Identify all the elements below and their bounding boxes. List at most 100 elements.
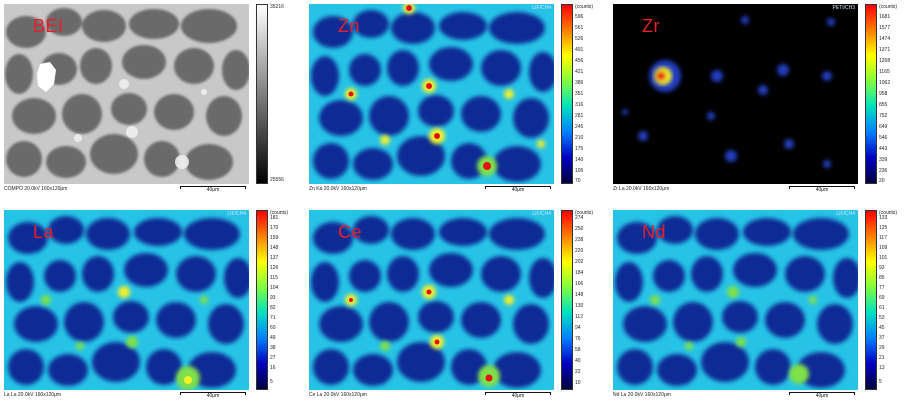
colorbar-tick: 256 (575, 226, 584, 232)
colorbar-tick: 1474 (879, 36, 891, 42)
colorbar-tick: 1165 (879, 69, 890, 75)
colorbar-tick: 60 (270, 325, 276, 331)
panel-caption: Ce La 20.0kV 160x120μm (309, 392, 367, 398)
scale-bar-label: 40μm (511, 393, 525, 399)
panel-label: Zr (642, 16, 660, 36)
colorbar-tick: 10 (575, 380, 581, 386)
scale-bar-label: 40μm (206, 187, 220, 193)
colorbar-tick: 170 (270, 225, 279, 231)
zr-particle (37, 62, 56, 92)
colorbar-tick: 148 (575, 292, 584, 298)
colorbar-tick: 82 (270, 305, 276, 311)
colorbar-tick: 137 (270, 255, 279, 261)
colorbar-tick: 13 (879, 365, 885, 371)
panel-zr: Zr PETI/CH3 Zr La 20.0kV 160x120μm 40μm … (613, 4, 907, 200)
panel-nd: Nd LIF/CH4 Nd La 20.0kV 160x120μm 40μm (… (613, 210, 907, 406)
colorbar-tick: 202 (575, 259, 584, 265)
colorbar-tick: 38 (270, 345, 276, 351)
colorbar-tick: 855 (879, 102, 888, 108)
colorbar-tick: 20 (879, 178, 885, 184)
scale-bar-label: 40μm (815, 393, 829, 399)
colorbar-tick: 159 (270, 235, 279, 241)
scale-bar-label: 40μm (511, 187, 525, 193)
colorbar-tick: 53 (879, 315, 885, 321)
colorbar-tick: 61 (879, 305, 885, 311)
panel-label: Zn (338, 16, 361, 36)
colorbar-tick: 238 (575, 237, 584, 243)
colorbar-tick: 148 (270, 245, 279, 251)
colorbar-tick: 40 (575, 358, 581, 364)
colorbar-ticks: 596 561 526 491 456 421 386 351 316 281 … (575, 4, 597, 184)
colorbar-tick: 93 (879, 265, 885, 271)
bei-image (4, 4, 249, 184)
colorbar-tick: 958 (879, 91, 888, 97)
colorbar-tick: 105 (575, 168, 584, 174)
colorbar-tick: 58 (575, 347, 581, 353)
scale-bar: 40μm (485, 392, 551, 399)
colorbar-tick: 35216 (270, 4, 284, 10)
colorbar-tick: 117 (879, 235, 887, 241)
colorbar-tick: 386 (575, 80, 584, 86)
colorbar-tick: 1371 (879, 47, 891, 53)
colorbar-tick: 210 (575, 135, 584, 141)
scale-bar-label: 40μm (206, 393, 220, 399)
colorbar-tick: 491 (575, 47, 584, 53)
colorbar-tick: 1681 (879, 14, 891, 20)
detector-text: PETI/CH3 (832, 5, 855, 11)
colorbar-tick: 220 (575, 248, 584, 254)
panel-label: Nd (642, 222, 667, 242)
panel-caption: La La 20.0kV 160x120μm (4, 392, 62, 398)
colorbar-tick: 112 (575, 314, 583, 320)
detector-text: LIF/CH4 (836, 211, 855, 217)
scale-bar: 40μm (180, 392, 246, 399)
colorbar-ticks: 133 125 117 109 101 93 85 77 69 61 53 45… (879, 210, 901, 390)
colorbar-ticks: 35216 25556 (270, 4, 292, 184)
panel-caption: Zn Ka 20.0kV 160x120μm (309, 186, 367, 192)
panel-la: La LIF/CH4 La La 20.0kV 160x120μm 40μm (… (4, 210, 304, 406)
colorbar-tick: 274 (575, 215, 584, 221)
colorbar-tick: 752 (879, 113, 888, 119)
colorbar-unit: (counts) (879, 4, 898, 10)
colorbar-tick: 49 (270, 335, 276, 341)
zr-map (613, 4, 858, 184)
colorbar-tick: 101 (879, 255, 888, 261)
colorbar-tick: 526 (575, 36, 584, 42)
colorbar-ticks: 1681 1577 1474 1371 1268 1165 1062 958 8… (879, 4, 901, 184)
colorbar-tick: 561 (575, 25, 584, 31)
colorbar (256, 210, 268, 390)
colorbar-tick: 126 (270, 265, 279, 271)
colorbar-unit: (counts) (575, 4, 594, 10)
colorbar-tick: 339 (879, 157, 888, 163)
colorbar-tick: 140 (575, 157, 584, 163)
colorbar-tick: 281 (575, 113, 584, 119)
colorbar-tick: 69 (879, 295, 885, 301)
colorbar-tick: 37 (879, 335, 885, 341)
panel-caption: COMPO 20.0kV 160x120μm (4, 186, 68, 192)
colorbar (865, 210, 877, 390)
colorbar-tick: 421 (575, 69, 584, 75)
colorbar-tick: 25556 (270, 177, 284, 183)
scale-bar: 40μm (789, 392, 855, 399)
colorbar-tick: 45 (879, 325, 885, 331)
colorbar-tick: 29 (879, 345, 885, 351)
colorbar-tick: 22 (575, 369, 581, 375)
colorbar-tick: 70 (575, 178, 581, 184)
colorbar (561, 210, 573, 390)
colorbar-tick: 77 (879, 285, 885, 291)
colorbar-tick: 133 (879, 215, 888, 221)
scale-bar-label: 40μm (815, 187, 829, 193)
ce-map (309, 210, 554, 390)
colorbar-tick: 16 (270, 365, 276, 371)
colorbar (561, 4, 573, 184)
scale-bar: 40μm (789, 186, 855, 193)
colorbar (865, 4, 877, 184)
colorbar-ticks: 181 170 159 148 137 126 115 104 93 82 71… (270, 210, 292, 390)
colorbar-tick: 546 (879, 135, 888, 141)
colorbar-tick: 1062 (879, 80, 891, 86)
colorbar-tick: 130 (575, 303, 584, 309)
nd-map (613, 210, 858, 390)
colorbar-tick: 94 (575, 325, 581, 331)
colorbar-tick: 27 (270, 355, 276, 361)
colorbar-tick: 115 (270, 275, 278, 281)
colorbar-tick: 125 (879, 225, 888, 231)
